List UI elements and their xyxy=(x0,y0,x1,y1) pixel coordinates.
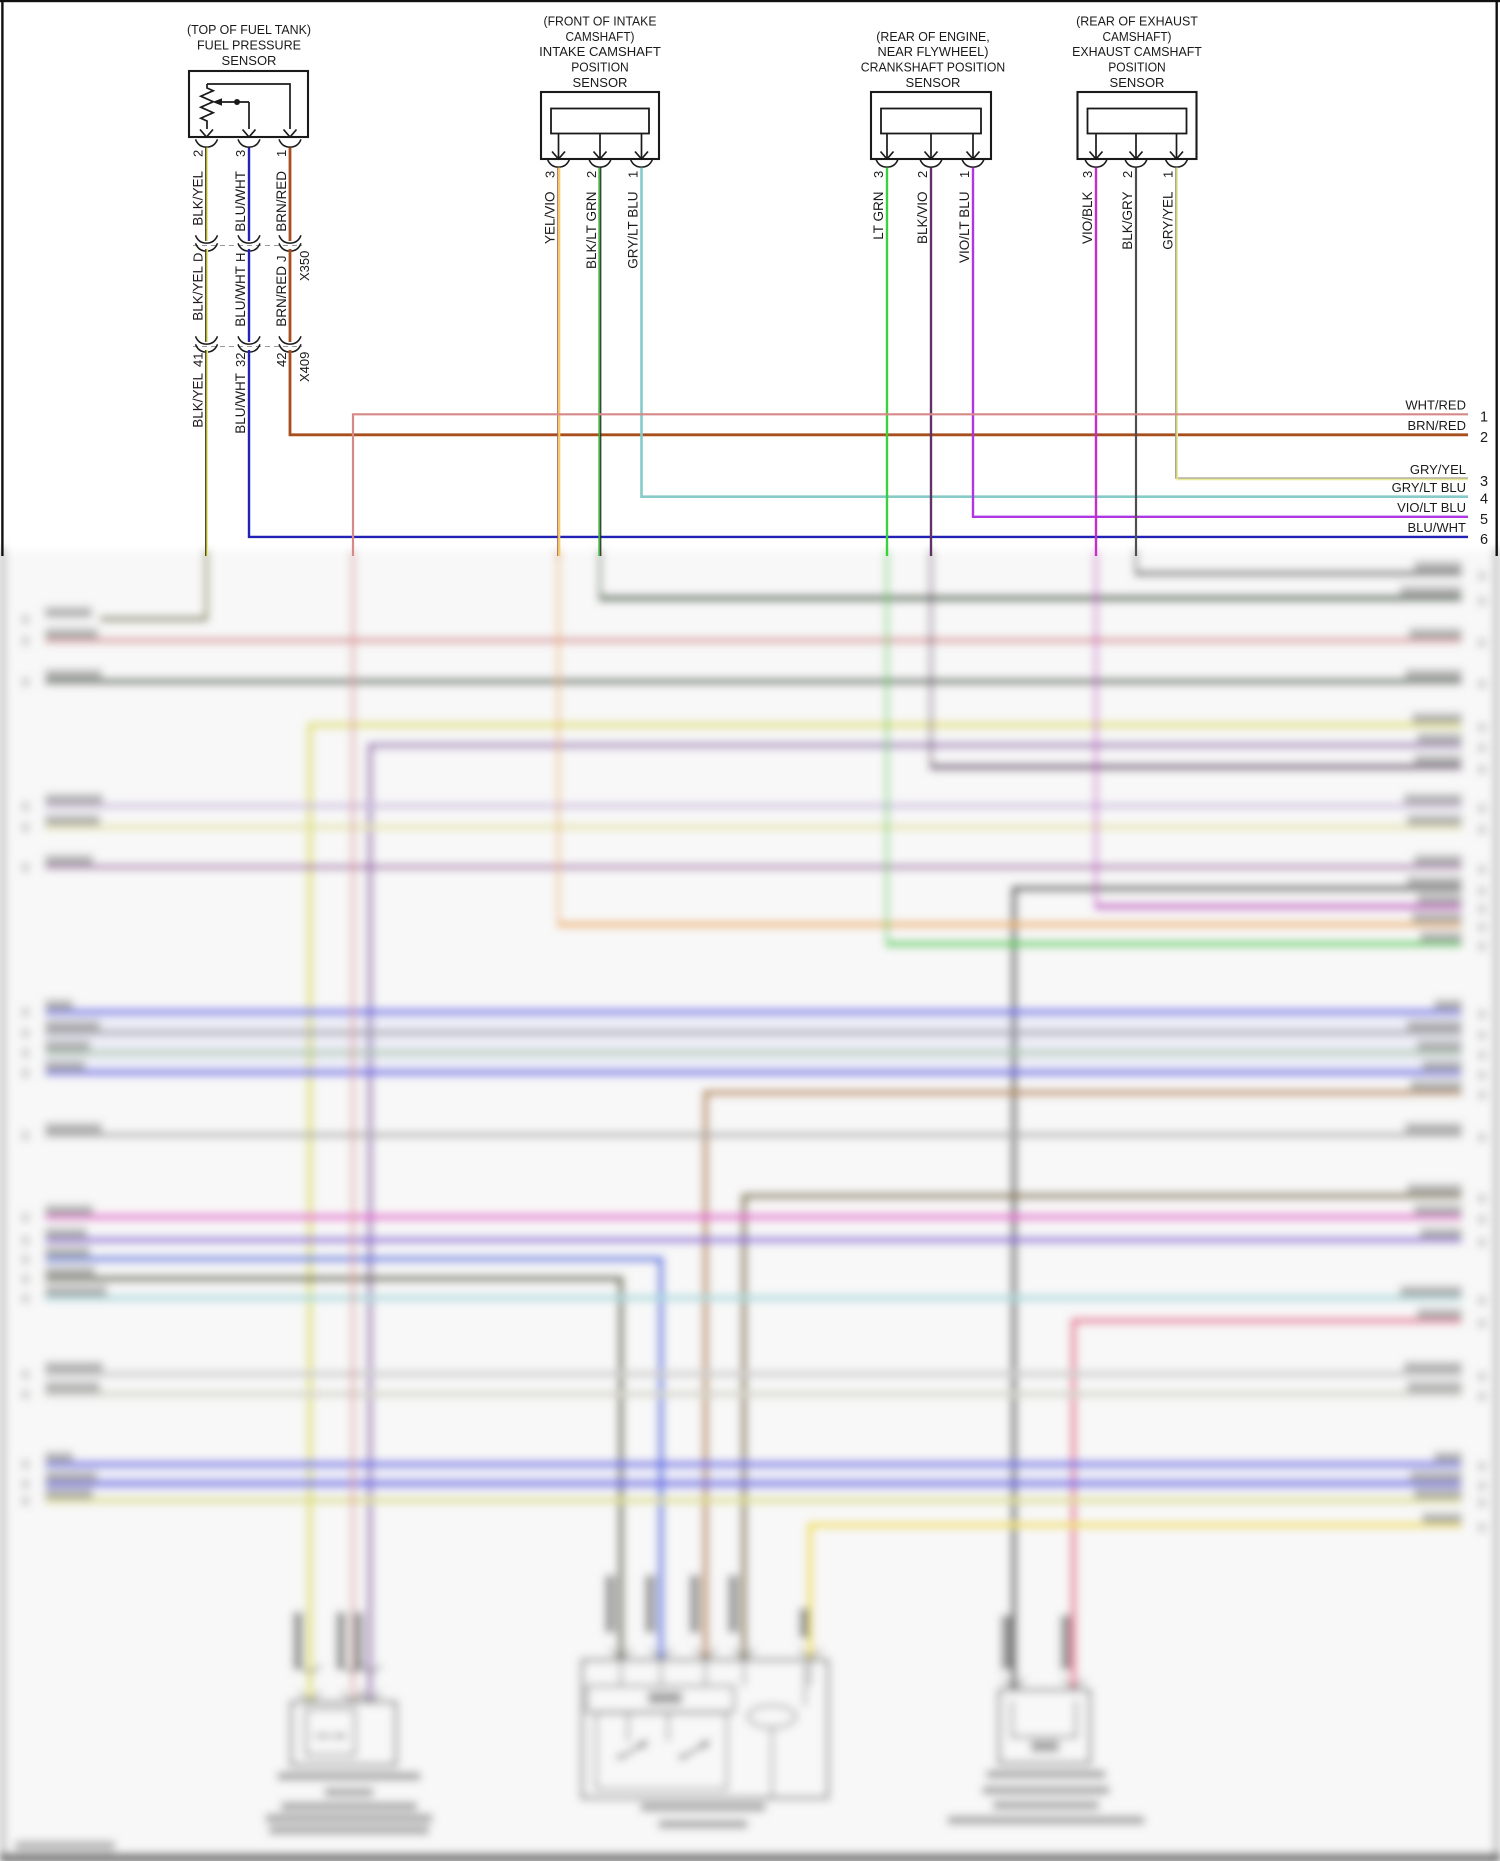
svg-text:3: 3 xyxy=(871,171,886,178)
svg-text:GRY/LT BLU: GRY/LT BLU xyxy=(1392,480,1466,495)
svg-text:VIO/LT BLU: VIO/LT BLU xyxy=(957,192,972,264)
svg-text:EXHAUST CAMSHAFT: EXHAUST CAMSHAFT xyxy=(1072,44,1202,59)
svg-text:2: 2 xyxy=(584,171,599,178)
svg-text:WHT/RED: WHT/RED xyxy=(1405,398,1466,413)
svg-text:1: 1 xyxy=(274,150,289,157)
svg-text:SENSOR: SENSOR xyxy=(222,53,277,68)
svg-text:GRY/LT BLU: GRY/LT BLU xyxy=(626,192,641,269)
svg-text:(FRONT OF INTAKE: (FRONT OF INTAKE xyxy=(544,14,657,29)
svg-text:BLK/GRY: BLK/GRY xyxy=(1120,192,1135,250)
svg-text:CRANKSHAFT POSITION: CRANKSHAFT POSITION xyxy=(861,60,1005,75)
svg-text:SENSOR: SENSOR xyxy=(573,75,628,90)
svg-text:VIO/LT BLU: VIO/LT BLU xyxy=(1397,500,1466,515)
svg-text:(TOP OF FUEL TANK): (TOP OF FUEL TANK) xyxy=(187,22,311,37)
svg-text:YEL/VIO: YEL/VIO xyxy=(543,192,558,245)
svg-text:41: 41 xyxy=(191,353,206,367)
svg-text:BRN/RED: BRN/RED xyxy=(274,266,289,327)
svg-text:H: H xyxy=(233,253,248,262)
svg-text:1: 1 xyxy=(1161,171,1176,178)
svg-text:3: 3 xyxy=(1480,474,1488,490)
svg-text:6: 6 xyxy=(1480,532,1488,548)
svg-text:X350: X350 xyxy=(297,251,312,281)
svg-text:SENSOR: SENSOR xyxy=(906,75,961,90)
svg-text:3: 3 xyxy=(1080,171,1095,178)
svg-text:1: 1 xyxy=(1480,409,1488,425)
svg-text:BLK/YEL: BLK/YEL xyxy=(191,373,206,428)
svg-text:BLK/VIO: BLK/VIO xyxy=(915,192,930,245)
svg-text:J: J xyxy=(274,256,289,263)
svg-text:(REAR OF EXHAUST: (REAR OF EXHAUST xyxy=(1076,14,1198,29)
svg-text:POSITION: POSITION xyxy=(1108,60,1166,75)
svg-text:BLK/LT GRN: BLK/LT GRN xyxy=(584,192,599,270)
svg-text:3: 3 xyxy=(543,171,558,178)
svg-text:CAMSHAFT): CAMSHAFT) xyxy=(1103,29,1172,44)
svg-text:SENSOR: SENSOR xyxy=(1110,75,1165,90)
svg-text:NEAR FLYWHEEL): NEAR FLYWHEEL) xyxy=(878,44,989,59)
svg-text:2: 2 xyxy=(1480,430,1488,446)
svg-text:2: 2 xyxy=(915,171,930,178)
svg-text:BLU/WHT: BLU/WHT xyxy=(233,266,248,327)
svg-text:5: 5 xyxy=(1480,512,1488,528)
svg-text:1: 1 xyxy=(626,171,641,178)
svg-text:(REAR OF ENGINE,: (REAR OF ENGINE, xyxy=(876,29,989,44)
svg-text:BLU/WHT: BLU/WHT xyxy=(233,171,248,232)
svg-text:BLU/WHT: BLU/WHT xyxy=(1408,520,1467,535)
svg-text:CAMSHAFT): CAMSHAFT) xyxy=(566,29,635,44)
svg-text:D: D xyxy=(191,253,206,262)
svg-text:1: 1 xyxy=(957,171,972,178)
svg-text:2: 2 xyxy=(191,150,206,157)
svg-text:BRN/RED: BRN/RED xyxy=(1407,418,1466,433)
svg-text:BLU/WHT: BLU/WHT xyxy=(233,373,248,434)
svg-text:BLK/YEL: BLK/YEL xyxy=(191,171,206,226)
svg-text:3: 3 xyxy=(233,150,248,157)
svg-text:X409: X409 xyxy=(297,352,312,382)
svg-text:GRY/YEL: GRY/YEL xyxy=(1161,191,1176,250)
svg-text:42: 42 xyxy=(274,353,289,367)
svg-text:FUEL PRESSURE: FUEL PRESSURE xyxy=(197,38,301,53)
svg-text:POSITION: POSITION xyxy=(571,60,629,75)
svg-text:32: 32 xyxy=(233,353,248,367)
svg-text:LT GRN: LT GRN xyxy=(871,192,886,240)
svg-text:BRN/RED: BRN/RED xyxy=(274,171,289,232)
svg-text:2: 2 xyxy=(1120,171,1135,178)
svg-text:INTAKE CAMSHAFT: INTAKE CAMSHAFT xyxy=(539,44,661,59)
svg-text:GRY/YEL: GRY/YEL xyxy=(1410,462,1466,477)
svg-text:BLK/YEL: BLK/YEL xyxy=(191,266,206,321)
svg-text:VIO/BLK: VIO/BLK xyxy=(1080,192,1095,245)
svg-text:4: 4 xyxy=(1480,492,1488,508)
